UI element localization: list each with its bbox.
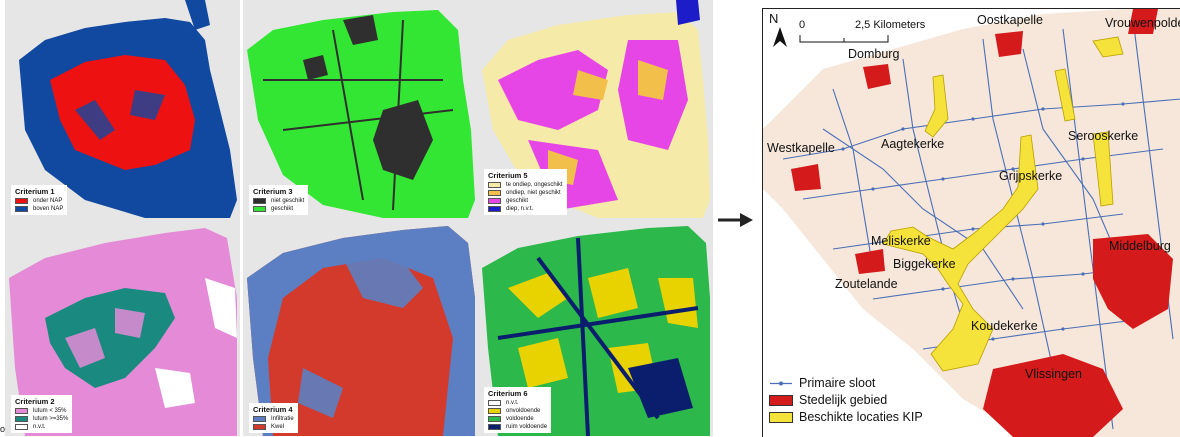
legend-label: onvoldoende	[506, 408, 541, 414]
place-label: Vlissingen	[1025, 367, 1082, 381]
legend-swatch	[488, 190, 501, 196]
legend-swatch	[488, 416, 501, 422]
legend-label: onder NAP	[33, 198, 63, 204]
place-label: Zoutelande	[835, 277, 898, 291]
place-label: Westkapelle	[767, 141, 835, 155]
place-label: Aagtekerke	[881, 137, 945, 151]
legend-swatch	[488, 424, 501, 430]
legend-label: geschikt	[506, 198, 529, 204]
legend-label: voldoende	[506, 416, 534, 422]
legend-criterium-2: Criterium 2 lutum < 35% lutum >=35% n.v.…	[11, 395, 73, 433]
legend-label: ruim voldoende	[506, 424, 548, 430]
place-label: Meliskerke	[871, 234, 931, 248]
legend-swatch	[15, 424, 28, 430]
legend-label: boven NAP	[33, 206, 64, 212]
legend-title: Criterium 6	[488, 389, 528, 398]
legend-label: niet geschikt	[271, 198, 305, 204]
legend-swatch	[253, 198, 266, 204]
place-label: Vrouwenpolder	[1105, 16, 1180, 30]
legend-title: Criterium 5	[488, 171, 528, 180]
legend-criterium-6: Criterium 6 n.v.t. onvoldoende voldoende…	[484, 387, 552, 433]
legend-swatch	[253, 206, 266, 212]
legend-label: n.v.t.	[33, 424, 46, 430]
result-map: N 0 2,5 Kilometers Oostkapelle Vrouwenpo…	[762, 8, 1180, 437]
legend-criterium-4: Criterium 4 Infiltratie Kwel	[249, 403, 298, 433]
corner-label: o	[0, 424, 6, 434]
place-label: Grijpskerke	[999, 169, 1063, 183]
legend-swatch	[769, 395, 793, 406]
legend-swatch	[15, 198, 28, 204]
place-label: Biggekerke	[893, 257, 956, 271]
right-arrow-icon	[718, 213, 753, 227]
legend-swatch	[15, 408, 28, 414]
legend-swatch	[15, 416, 28, 422]
legend-label: Stedelijk gebied	[799, 393, 888, 407]
map-panel-criterium-6: Criterium 6 n.v.t. onvoldoende voldoende…	[478, 218, 713, 436]
legend-swatch	[488, 206, 501, 212]
place-label: Koudekerke	[971, 319, 1038, 333]
map-panel-criterium-5: Criterium 5 te ondiep, ongeschikt ondiep…	[478, 0, 713, 218]
legend-swatch	[488, 182, 501, 188]
north-arrow-shape	[773, 27, 787, 47]
legend-title: Criterium 3	[253, 187, 293, 196]
map-panel-criterium-1: Criterium 1 onder NAP boven NAP	[5, 0, 240, 218]
map-legend: Primaire sloot Stedelijk gebied Beschikt…	[769, 375, 923, 426]
legend-label: lutum < 35%	[33, 408, 67, 414]
legend-label: lutum >=35%	[33, 416, 69, 422]
legend-swatch	[769, 412, 793, 423]
legend-swatch	[488, 400, 501, 406]
legend-label: te ondiep, ongeschikt	[506, 182, 563, 188]
legend-criterium-5: Criterium 5 te ondiep, ongeschikt ondiep…	[484, 169, 567, 215]
legend-label: Beschikte locaties KIP	[799, 410, 923, 424]
scale-distance: 2,5 Kilometers	[855, 19, 926, 31]
north-arrow-icon: N	[769, 11, 779, 26]
legend-label: Primaire sloot	[799, 376, 876, 390]
legend-label: Kwel	[271, 424, 285, 430]
map-panel-criterium-2: Criterium 2 lutum < 35% lutum >=35% n.v.…	[5, 218, 240, 436]
legend-swatch	[253, 424, 266, 430]
legend-label: ondiep, niet geschikt	[506, 190, 561, 196]
legend-label: Infiltratie	[271, 416, 294, 422]
place-label: Middelburg	[1109, 239, 1171, 253]
legend-swatch	[488, 198, 501, 204]
map-panel-criterium-4: Criterium 4 Infiltratie Kwel	[243, 218, 478, 436]
legend-title: Criterium 4	[253, 405, 293, 414]
place-label: Serooskerke	[1068, 129, 1139, 143]
legend-swatch	[488, 408, 501, 414]
legend-title: Criterium 1	[15, 187, 55, 196]
place-label: Oostkapelle	[977, 13, 1044, 27]
legend-swatch	[15, 206, 28, 212]
place-label: Domburg	[848, 47, 900, 61]
scale-zero: 0	[799, 19, 806, 31]
legend-criterium-1: Criterium 1 onder NAP boven NAP	[11, 185, 68, 215]
legend-label: n.v.t.	[506, 400, 519, 406]
ditch-line-icon	[770, 381, 792, 386]
legend-title: Criterium 2	[15, 397, 55, 406]
legend-label: geschikt	[271, 206, 294, 212]
legend-label: diep, n.v.t.	[506, 206, 534, 212]
legend-criterium-3: Criterium 3 niet geschikt geschikt	[249, 185, 309, 215]
legend-swatch	[253, 416, 266, 422]
map-panel-criterium-3: Criterium 3 niet geschikt geschikt	[243, 0, 478, 218]
